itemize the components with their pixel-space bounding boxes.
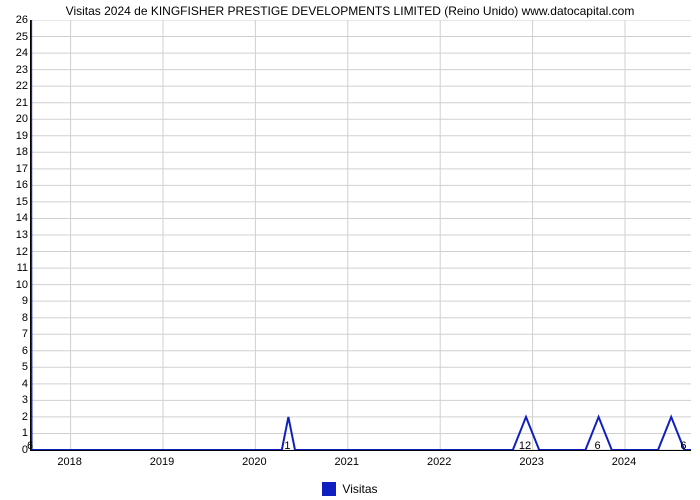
- x-value-label: 6: [595, 440, 601, 452]
- y-tick-label: 2: [6, 411, 28, 423]
- y-tick-label: 4: [6, 378, 28, 390]
- legend: Visitas: [0, 482, 700, 496]
- x-tick-label: 2019: [150, 456, 174, 468]
- y-tick-label: 21: [6, 97, 28, 109]
- y-tick-label: 26: [6, 14, 28, 26]
- y-tick-label: 13: [6, 229, 28, 241]
- x-tick-label: 2023: [519, 456, 543, 468]
- y-tick-label: 6: [6, 345, 28, 357]
- y-tick-label: 7: [6, 328, 28, 340]
- y-tick-label: 9: [6, 295, 28, 307]
- y-tick-label: 10: [6, 279, 28, 291]
- y-tick-label: 23: [6, 64, 28, 76]
- y-tick-label: 25: [6, 31, 28, 43]
- chart-container: Visitas 2024 de KINGFISHER PRESTIGE DEVE…: [0, 0, 700, 500]
- y-tick-label: 24: [6, 47, 28, 59]
- x-tick-label: 2022: [427, 456, 451, 468]
- y-tick-label: 19: [6, 130, 28, 142]
- y-tick-label: 8: [6, 312, 28, 324]
- y-tick-label: 1: [6, 427, 28, 439]
- y-tick-label: 11: [6, 262, 28, 274]
- x-tick-label: 2020: [242, 456, 266, 468]
- y-tick-label: 3: [6, 394, 28, 406]
- x-value-label: 6: [27, 440, 33, 452]
- x-value-label: 12: [519, 440, 531, 452]
- plot-area: [30, 20, 691, 451]
- legend-label: Visitas: [342, 482, 377, 496]
- legend-swatch: [322, 482, 336, 496]
- data-line: [31, 20, 691, 450]
- x-tick-label: 2024: [612, 456, 636, 468]
- x-tick-label: 2018: [57, 456, 81, 468]
- y-tick-label: 20: [6, 113, 28, 125]
- y-tick-label: 0: [6, 444, 28, 456]
- y-tick-label: 15: [6, 196, 28, 208]
- x-value-label: 6: [680, 440, 686, 452]
- y-tick-label: 5: [6, 361, 28, 373]
- x-value-label: 1: [284, 440, 290, 452]
- chart-title: Visitas 2024 de KINGFISHER PRESTIGE DEVE…: [0, 4, 700, 18]
- y-tick-label: 22: [6, 80, 28, 92]
- y-tick-label: 18: [6, 146, 28, 158]
- y-tick-label: 12: [6, 246, 28, 258]
- x-tick-label: 2021: [335, 456, 359, 468]
- y-tick-label: 17: [6, 163, 28, 175]
- y-tick-label: 16: [6, 179, 28, 191]
- y-tick-label: 14: [6, 212, 28, 224]
